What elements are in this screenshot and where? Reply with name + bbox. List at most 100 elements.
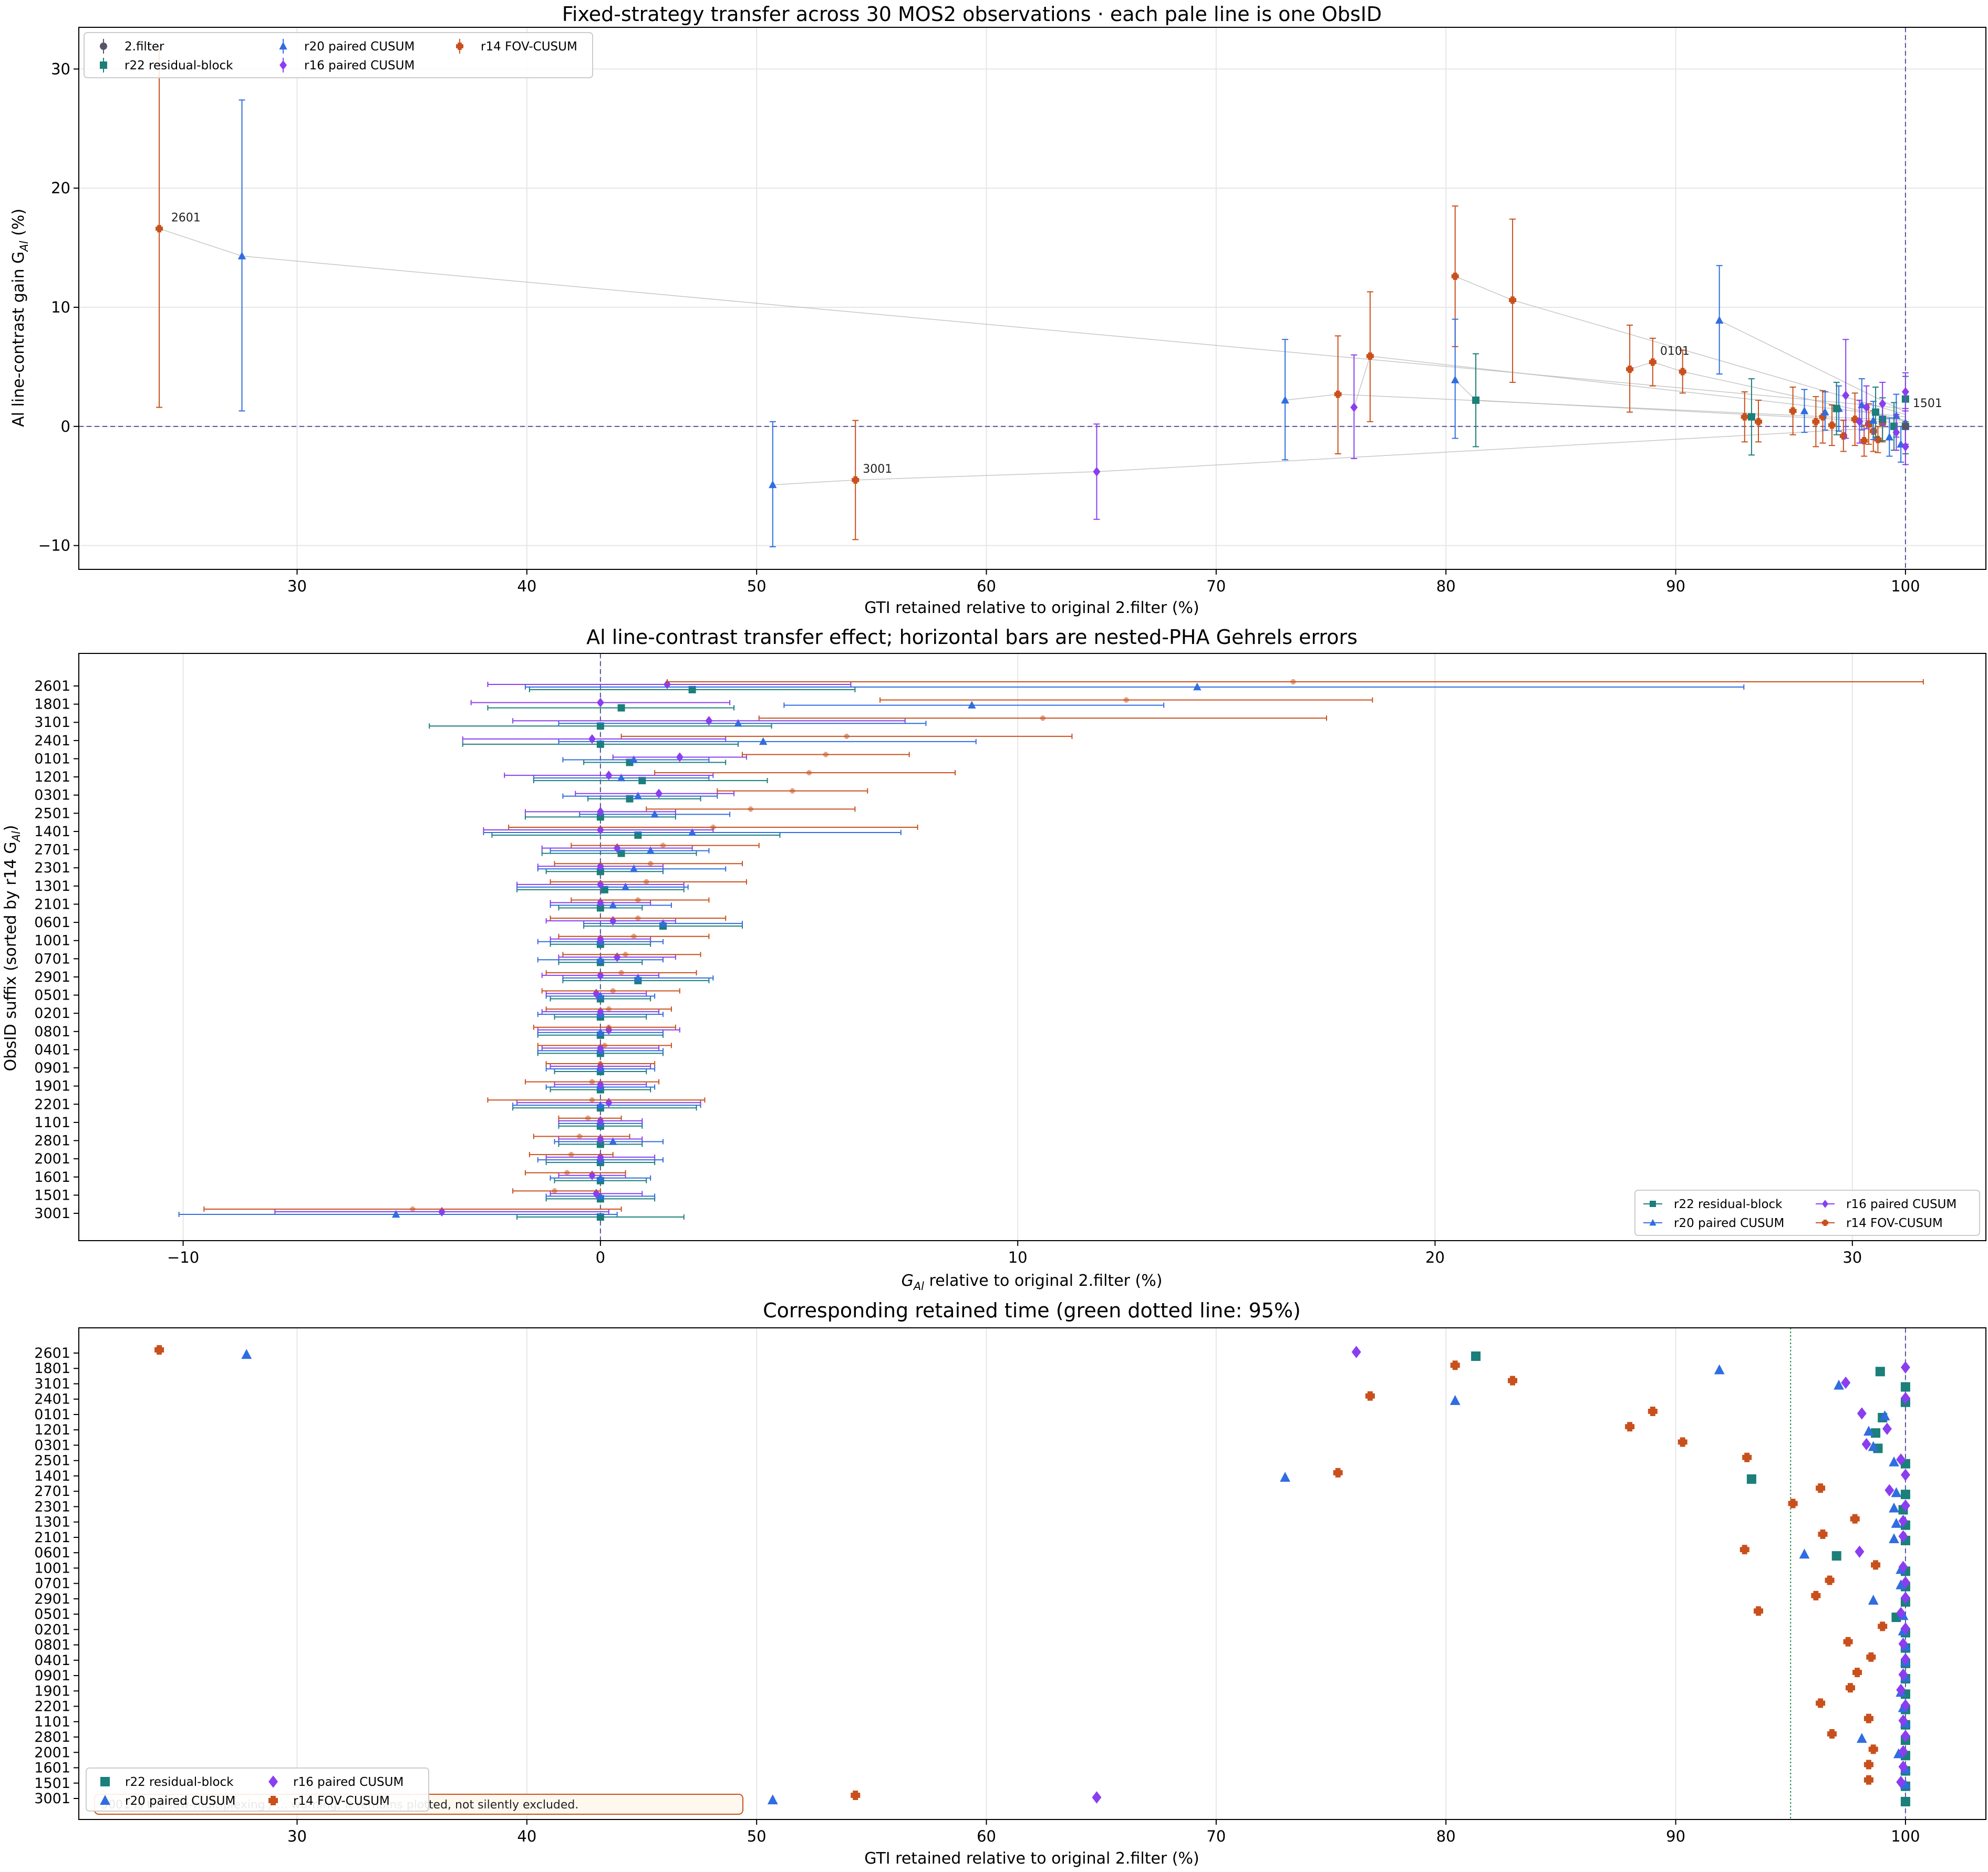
row-r16 [612,752,747,762]
marker-r16 [655,788,663,798]
marker-r22 [617,849,625,857]
obsid-annotation: 3001 [863,463,892,476]
marker-r20 [1893,1748,1904,1759]
row-r16 [550,1189,643,1199]
marker-r16 [596,698,604,708]
marker-r20 [1799,1548,1810,1559]
marker-r14 [1843,1637,1853,1647]
row-r20 [579,809,731,818]
y-tick-label: 1001 [34,1560,70,1576]
panel-3: Corresponding retained time (green dotte… [34,1299,1986,1868]
x-tick-label: 60 [977,577,996,595]
y-tick-label: 2001 [34,1744,70,1761]
row-r16 [545,916,676,926]
y-tick-label: 1501 [34,1775,70,1792]
marker-r20 [634,792,643,800]
marker-r14 [1874,435,1882,443]
row-r14 [545,970,697,975]
y-tick-label: 20 [51,179,70,197]
y-tick-label: 2001 [34,1151,70,1167]
panel-3-grid [296,1328,1906,1819]
y-tick-label: 0301 [34,787,70,804]
marker-r16 [1898,1668,1908,1681]
marker-r20 [629,755,638,763]
legend-label: r22 residual-block [125,59,233,72]
marker-r16 [1892,428,1900,438]
point-r14 [852,420,860,540]
y-tick-label: 1901 [34,1683,70,1699]
y-tick-label: 2301 [34,1499,70,1515]
y-tick-label: 1901 [34,1078,70,1095]
panel-3-reference-lines [1790,1328,1906,1819]
marker-r16 [1898,1561,1908,1574]
marker-r16 [1901,442,1909,452]
y-tick-label: 2701 [34,1483,70,1500]
y-tick-label: 2301 [34,860,70,876]
row-r14 [537,1043,672,1048]
marker-r14 [1850,1514,1860,1524]
y-tick-label: 0601 [34,1545,70,1561]
y-tick-label: 0401 [34,1042,70,1058]
marker-r16 [605,771,613,781]
row-r14 [554,861,743,867]
legend-label: r14 FOV-CUSUM [1846,1216,1943,1230]
legend-label: r22 residual-block [1674,1198,1783,1211]
marker-r20 [1885,432,1894,441]
legend-marker-r20 [100,1795,110,1805]
marker-r16 [1901,387,1909,397]
row-r16 [524,807,676,817]
x-tick-label: 50 [747,577,767,595]
panel-2-ylabel-sub: Al [10,831,23,843]
marker-r16 [588,1170,596,1180]
legend-marker-r16 [1822,1200,1828,1208]
y-tick-label: 1401 [34,824,70,840]
row-r16 [541,1007,660,1017]
marker-r14 [790,788,795,794]
panel-2-xlabel-main: G [902,1272,914,1290]
marker-r20 [650,809,659,818]
point-r16 [1862,385,1870,430]
marker-r20 [391,1210,400,1218]
row-r14 [666,679,1924,684]
y-tick-label: 2601 [34,1345,70,1361]
point-r14 [1741,391,1748,443]
y-tick-label: 2801 [34,1133,70,1149]
row-r16 [470,698,731,708]
marker-r14 [564,1170,570,1176]
marker-r14 [1365,1391,1375,1401]
y-tick-label: 3001 [34,1205,70,1222]
marker-r20 [596,992,605,1000]
point-r14 [1851,392,1859,446]
marker-r14 [748,806,753,812]
obsid-pale-line [772,426,1906,485]
y-tick-label: 0501 [34,987,70,1004]
point-r20 [1715,265,1724,375]
marker-r22 [634,831,642,839]
obsid-pale-line [1285,393,1906,421]
marker-r20 [634,973,643,982]
marker-r22 [596,904,604,912]
row-r14 [758,715,1327,721]
marker-r20 [968,701,976,709]
marker-r14 [606,1006,612,1012]
marker-r22 [596,1140,604,1148]
point-r14 [1679,349,1686,394]
marker-r16 [1855,1545,1865,1558]
marker-r22 [1900,1797,1910,1806]
y-tick-label: 0701 [34,1576,70,1592]
marker-r14 [1866,1652,1876,1662]
panel-1-ylabel-main: Al line-contrast gain G [9,252,28,427]
row-r14 [545,1006,672,1012]
marker-r14 [1863,1760,1873,1770]
marker-r22 [617,704,625,712]
marker-r22 [596,740,604,748]
obsid-pale-line [1719,320,1906,413]
y-tick-label: 2901 [34,1591,70,1607]
marker-r20 [621,882,630,891]
y-tick-label: 0201 [34,1621,70,1638]
marker-r16 [1351,1346,1361,1358]
marker-r14 [1827,1729,1837,1739]
panel-2-ylabel-close: ) [2,825,20,831]
marker-r14 [1334,390,1342,398]
